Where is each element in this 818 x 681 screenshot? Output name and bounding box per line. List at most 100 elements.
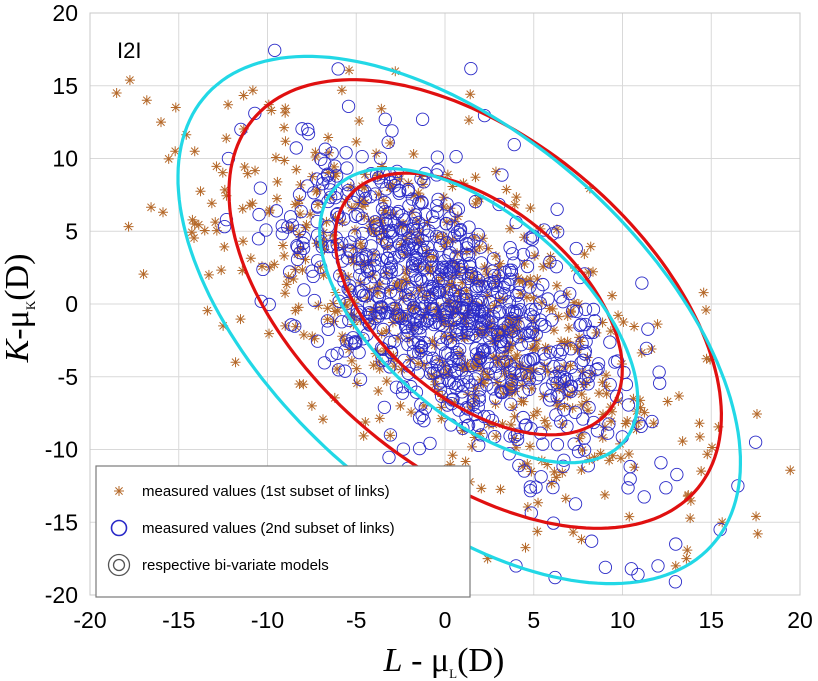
- data-point-2nd-subset: [571, 444, 586, 459]
- data-point-2nd-subset: [375, 354, 389, 368]
- data-point-1st-subset: [189, 218, 200, 229]
- data-point-2nd-subset: [275, 219, 289, 233]
- data-point-1st-subset: [307, 171, 318, 182]
- data-point-1st-subset: [685, 495, 696, 506]
- data-point-1st-subset: [306, 400, 317, 411]
- data-point-2nd-subset: [485, 264, 500, 278]
- data-point-1st-subset: [442, 236, 453, 247]
- data-point-1st-subset: [439, 241, 450, 252]
- data-point-2nd-subset: [486, 382, 500, 396]
- data-point-1st-subset: [507, 386, 518, 397]
- data-point-1st-subset: [470, 390, 481, 401]
- data-point-2nd-subset: [431, 192, 445, 206]
- data-point-2nd-subset: [621, 398, 636, 412]
- data-point-1st-subset: [563, 322, 574, 333]
- data-point-1st-subset: [277, 240, 288, 251]
- data-point-2nd-subset: [252, 207, 266, 222]
- data-point-2nd-subset: [339, 146, 353, 160]
- data-point-2nd-subset: [430, 199, 444, 213]
- data-point-1st-subset: [358, 201, 369, 212]
- data-point-2nd-subset: [413, 321, 427, 335]
- data-point-1st-subset: [694, 431, 705, 442]
- x-axis-title-var: L: [383, 642, 403, 679]
- data-point-2nd-subset: [509, 559, 523, 573]
- data-point-2nd-subset: [449, 150, 463, 164]
- data-point-1st-subset: [551, 379, 562, 390]
- data-point-1st-subset: [449, 257, 460, 268]
- data-point-1st-subset: [247, 85, 258, 96]
- data-point-1st-subset: [454, 347, 465, 358]
- data-point-1st-subset: [511, 192, 522, 203]
- data-point-2nd-subset: [344, 244, 358, 259]
- legend: measured values (1st subset of links) me…: [95, 465, 471, 598]
- data-point-2nd-subset: [563, 286, 577, 301]
- data-point-2nd-subset: [503, 240, 517, 255]
- data-point-1st-subset: [613, 310, 624, 321]
- data-point-2nd-subset: [453, 276, 467, 290]
- data-point-2nd-subset: [407, 300, 421, 314]
- data-point-1st-subset: [601, 381, 612, 392]
- data-point-1st-subset: [569, 297, 580, 308]
- data-point-1st-subset: [576, 429, 587, 440]
- data-point-2nd-subset: [385, 124, 399, 138]
- data-point-2nd-subset: [392, 237, 407, 252]
- data-point-1st-subset: [505, 317, 516, 328]
- data-point-1st-subset: [157, 207, 168, 218]
- data-point-1st-subset: [237, 203, 248, 214]
- data-point-2nd-subset: [577, 443, 592, 457]
- data-point-1st-subset: [318, 234, 329, 245]
- data-point-1st-subset: [607, 406, 618, 417]
- data-point-2nd-subset: [330, 346, 344, 360]
- data-point-1st-subset: [219, 241, 230, 252]
- data-point-1st-subset: [683, 489, 694, 500]
- data-point-1st-subset: [446, 331, 457, 342]
- data-point-1st-subset: [532, 273, 543, 284]
- data-point-2nd-subset: [510, 304, 524, 318]
- data-point-2nd-subset: [468, 194, 483, 209]
- data-point-2nd-subset: [424, 249, 438, 263]
- data-point-1st-subset: [461, 318, 472, 329]
- data-point-2nd-subset: [408, 313, 422, 327]
- data-point-1st-subset: [388, 209, 399, 220]
- data-point-1st-subset: [216, 265, 227, 276]
- data-point-2nd-subset: [454, 267, 469, 281]
- data-point-2nd-subset: [321, 322, 335, 337]
- data-point-2nd-subset: [564, 379, 578, 393]
- data-point-2nd-subset: [389, 287, 404, 301]
- data-point-1st-subset: [266, 105, 277, 116]
- data-point-1st-subset: [271, 193, 282, 204]
- data-point-2nd-subset: [433, 330, 448, 344]
- data-point-1st-subset: [538, 391, 549, 402]
- x-tick-label: 0: [439, 607, 452, 633]
- data-point-2nd-subset: [297, 283, 311, 297]
- data-point-1st-subset: [615, 453, 626, 464]
- x-tick-label: -10: [251, 607, 284, 633]
- data-point-2nd-subset: [573, 318, 587, 333]
- data-point-2nd-subset: [464, 61, 478, 76]
- data-point-2nd-subset: [403, 282, 418, 297]
- data-point-2nd-subset: [380, 217, 394, 231]
- data-point-2nd-subset: [468, 407, 482, 422]
- legend-label-2nd-subset: measured values (2nd subset of links): [142, 520, 395, 537]
- data-point-2nd-subset: [447, 376, 461, 391]
- data-point-1st-subset: [295, 208, 306, 219]
- data-point-2nd-subset: [504, 397, 518, 411]
- data-point-1st-subset: [599, 489, 610, 500]
- data-point-1st-subset: [508, 402, 519, 413]
- data-point-1st-subset: [330, 212, 341, 223]
- x-axis-title-sub: L: [449, 666, 457, 681]
- data-point-1st-subset: [459, 331, 470, 342]
- data-point-2nd-subset: [354, 284, 368, 298]
- data-point-2nd-subset: [452, 352, 466, 367]
- data-point-1st-subset: [221, 133, 232, 144]
- data-point-1st-subset: [272, 176, 283, 187]
- data-point-2nd-subset: [549, 408, 563, 422]
- data-point-1st-subset: [357, 243, 368, 254]
- data-point-1st-subset: [698, 287, 709, 298]
- data-point-2nd-subset: [307, 186, 321, 200]
- data-point-1st-subset: [560, 493, 571, 504]
- data-point-1st-subset: [493, 261, 504, 272]
- data-point-2nd-subset: [343, 235, 357, 249]
- data-point-2nd-subset: [423, 436, 437, 450]
- data-point-1st-subset: [300, 254, 311, 265]
